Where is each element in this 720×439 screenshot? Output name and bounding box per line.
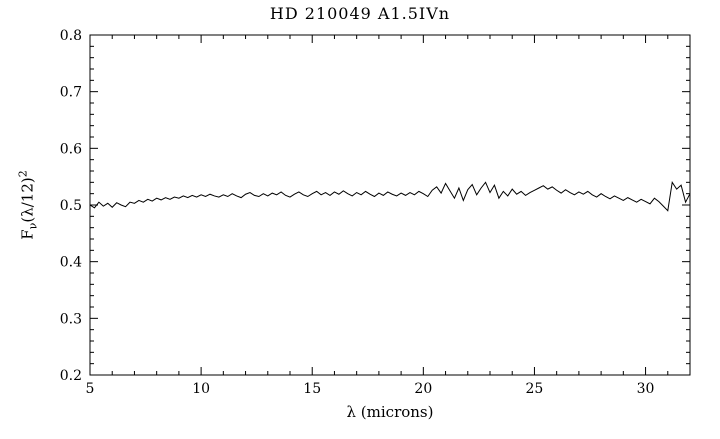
- y-label-sub: ν: [26, 222, 40, 230]
- y-tick-label: 0.2: [60, 368, 82, 384]
- y-tick-label: 0.3: [60, 311, 82, 327]
- x-axis-label: λ (microns): [346, 403, 434, 421]
- y-label-sup: 2: [16, 170, 30, 178]
- y-label-prefix: F: [18, 229, 37, 240]
- x-tick-label: 25: [526, 381, 544, 397]
- chart-title: HD 210049 A1.5IVn: [269, 4, 451, 23]
- y-tick-label: 0.5: [60, 198, 82, 214]
- x-tick-label: 10: [192, 381, 210, 397]
- y-tick-label: 0.7: [60, 85, 82, 101]
- y-tick-label: 0.6: [60, 141, 82, 157]
- y-tick-label: 0.4: [60, 255, 82, 271]
- spectrum-line: [89, 180, 691, 212]
- y-axis-label: Fν(λ/12)2: [17, 170, 40, 239]
- axes-frame: [89, 34, 691, 376]
- x-tick-label: 20: [414, 381, 432, 397]
- y-tick-label: 0.8: [60, 28, 82, 44]
- y-label-mid: (λ/12): [18, 177, 37, 223]
- x-tick-label: 5: [86, 381, 95, 397]
- x-tick-label: 30: [637, 381, 655, 397]
- x-tick-label: 15: [303, 381, 321, 397]
